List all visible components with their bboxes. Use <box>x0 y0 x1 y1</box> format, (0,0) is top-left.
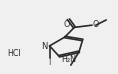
Text: |: | <box>48 58 51 65</box>
Text: O: O <box>63 20 70 29</box>
Text: O: O <box>93 20 99 29</box>
Text: HCl: HCl <box>7 49 21 58</box>
Text: N: N <box>41 42 48 51</box>
Text: H₂N: H₂N <box>62 55 77 64</box>
